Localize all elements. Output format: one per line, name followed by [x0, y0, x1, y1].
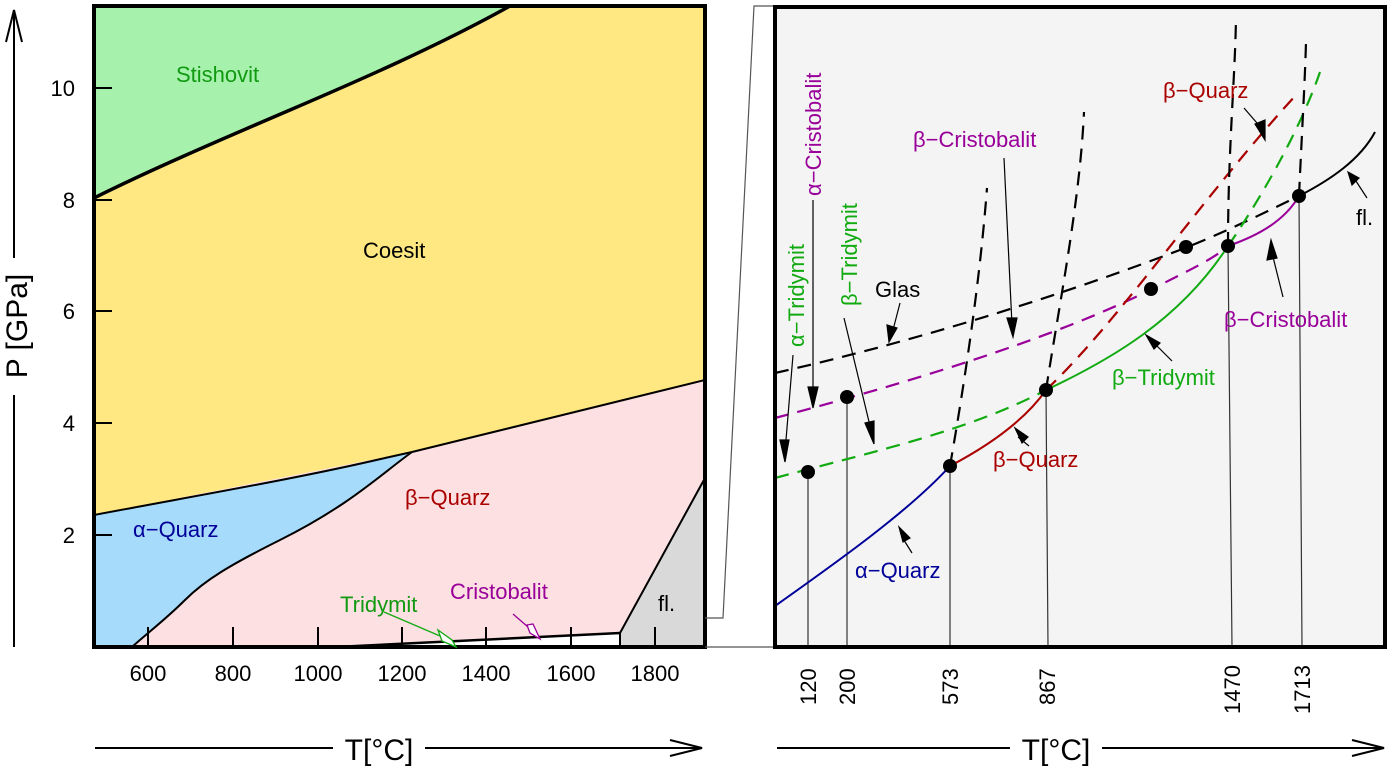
label-tridymit: Tridymit [340, 592, 417, 617]
x-tick-marks [147, 627, 656, 647]
alpha-quarz-pointer-icon [897, 524, 913, 554]
beta-cristobalit-curve [1227, 195, 1300, 247]
point-metastable-2 [1179, 240, 1193, 254]
label-alpha-tridymit: α−Tridymit [784, 244, 809, 347]
point-1470 [1221, 239, 1235, 253]
alpha-tridymit-pointer-icon [779, 354, 794, 463]
beta-tridymit-metastable-curve [774, 389, 1047, 480]
alpha-quarz-curve [774, 465, 951, 607]
y-tick-label: 4 [63, 411, 75, 436]
glas-transition-curve-4 [1297, 41, 1308, 197]
point-200 [840, 390, 854, 404]
beta-cristobalit-pointer-icon [1003, 157, 1018, 340]
y-tick-label: 2 [63, 523, 75, 548]
x-tick-label: 1800 [631, 661, 680, 686]
cristobalit-pointer-icon [512, 613, 542, 641]
x-tick-label: 800 [215, 661, 252, 686]
zoom-connector [705, 5, 775, 648]
melt-curve [1298, 131, 1376, 197]
label-beta-tridymit-vertical: β−Tridymit [837, 203, 862, 306]
x-tick-label: 867 [1035, 668, 1060, 705]
beta-tridymit-high-metastable-curve [1227, 71, 1322, 247]
y-tick-label: 6 [63, 299, 75, 324]
x-axis-arrow-icon [95, 739, 703, 757]
label-cristobalit: Cristobalit [450, 579, 548, 604]
x-tick-label: 1200 [378, 661, 427, 686]
alpha-beta-quartz-boundary [131, 451, 413, 647]
alpha-cristobalit-pointer-icon [807, 200, 819, 409]
x-tick-label: 200 [835, 668, 860, 705]
label-beta-cristobalit-right: β−Cristobalit [1224, 307, 1347, 332]
glas-transition-curve-3 [1226, 17, 1238, 247]
right-plot: α−Tridymit α−Cristobalit β−Tridymit Glas… [773, 5, 1387, 767]
beta-quarz-mid-pointer-icon [1013, 426, 1030, 447]
x-axis-title: T[°C] [345, 734, 414, 767]
beta-quarz-top-pointer-icon [1243, 107, 1266, 143]
beta-tridymit-curve [1045, 245, 1229, 391]
label-stishovit: Stishovit [176, 62, 259, 87]
beta-tridymit-mid-pointer-icon [1144, 333, 1173, 362]
label-beta-quarz-mid: β−Quarz [993, 447, 1078, 472]
beta-tridymit-pointer-icon [843, 317, 875, 445]
glas-transition-curve-2 [1044, 111, 1086, 391]
alpha-cristobalit-curve [774, 245, 1229, 420]
glas-pointer-icon [886, 302, 901, 344]
beta-cristobalit-right-pointer-icon [1266, 237, 1284, 298]
label-beta-quarz: β−Quarz [405, 485, 490, 510]
x-tick-label: 573 [938, 668, 963, 705]
label-fl: fl. [658, 591, 675, 616]
y-tick-marks [94, 87, 112, 536]
x-tick-label: 1000 [294, 661, 343, 686]
x-tick-label: 1470 [1220, 665, 1245, 714]
beta-quarz-curve [949, 389, 1047, 467]
label-glas: Glas [875, 277, 920, 302]
transition-drop-lines [807, 195, 1303, 648]
y-tick-label: 8 [63, 188, 75, 213]
label-alpha-quarz: α−Quarz [133, 517, 218, 542]
melt-region [620, 478, 705, 647]
point-metastable-1 [1144, 282, 1158, 296]
quartz-tridymite-boundary [334, 631, 621, 647]
label-coesit: Coesit [363, 238, 425, 263]
right-plot-background [775, 7, 1385, 647]
y-axis-arrow-icon [5, 9, 23, 647]
point-1713 [1292, 189, 1306, 203]
point-573 [943, 459, 957, 473]
tridymit-pointer-icon [383, 611, 458, 649]
stishovite-coesite-boundary [94, 6, 511, 200]
label-fl: fl. [1356, 205, 1373, 230]
point-120 [801, 465, 815, 479]
label-beta-cristobalit-top: β−Cristobalit [913, 127, 1036, 152]
transition-points [801, 189, 1306, 479]
x-tick-label: 1600 [547, 661, 596, 686]
y-tick-label: 10 [51, 76, 75, 101]
label-alpha-cristobalit: α−Cristobalit [801, 73, 826, 196]
left-plot-frame [92, 4, 707, 649]
x-tick-label: 120 [796, 668, 821, 705]
y-axis-title: P [GPa] [1, 274, 34, 379]
glas-transition-curve-1 [948, 187, 989, 467]
x-tick-label: 1713 [1290, 665, 1315, 714]
left-plot: Stishovit Coesit α−Quarz β−Quarz Tridymi… [1, 4, 707, 767]
stishovite-region [94, 6, 510, 198]
glas-curve [774, 195, 1300, 375]
point-867 [1039, 383, 1053, 397]
coesite-quartz-boundary [94, 379, 705, 516]
x-tick-label: 1400 [462, 661, 511, 686]
x-axis-title: T[°C] [1022, 734, 1091, 767]
melt-boundary [619, 477, 705, 647]
beta-quarz-metastable-curve [1045, 94, 1297, 391]
x-tick-label: 600 [130, 661, 167, 686]
beta-quartz-region [94, 380, 705, 647]
label-alpha-quarz: α−Quarz [855, 558, 940, 583]
x-axis-arrow-icon [777, 739, 1385, 757]
label-beta-quarz-top: β−Quarz [1163, 78, 1248, 103]
right-plot-frame [773, 5, 1387, 649]
fl-pointer-icon [1346, 170, 1368, 199]
label-pointers [779, 107, 1368, 554]
label-beta-tridymit-mid: β−Tridymit [1112, 365, 1215, 390]
